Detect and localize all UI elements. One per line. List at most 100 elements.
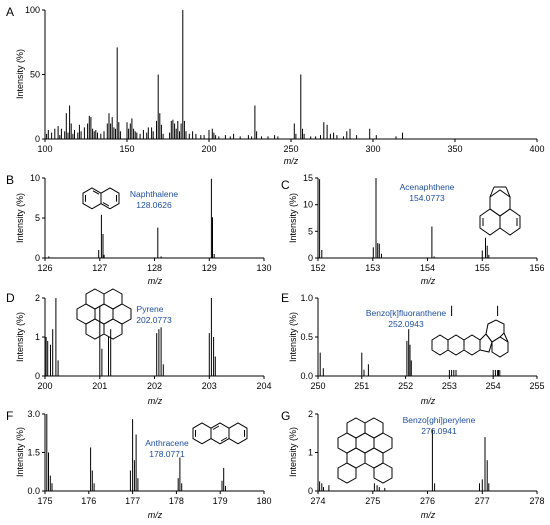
y-ticks: 0 5 10 15 xyxy=(303,173,318,263)
x-tick-label: 180 xyxy=(256,496,271,506)
x-tick-label: 204 xyxy=(256,381,271,391)
x-ticks: 126 127 128 129 130 xyxy=(37,258,272,273)
x-tick-label: 129 xyxy=(202,263,217,273)
panel-label: D xyxy=(6,291,15,305)
panel-d: D 012 200 201 202 203 204 Intensity (%) m/z … xyxy=(6,288,272,406)
x-axis-label: m/z xyxy=(148,276,163,286)
x-tick-label: 275 xyxy=(365,496,380,506)
acenaphthene-structure xyxy=(479,186,521,236)
peaks xyxy=(45,298,216,376)
y-tick-label: 100 xyxy=(25,5,40,15)
y-axis-label: Intensity (%) xyxy=(15,193,25,243)
y-tick-label: 0.5 xyxy=(300,332,313,342)
peaks xyxy=(46,10,403,139)
compound-name: Anthracene xyxy=(145,438,189,448)
x-tick-label: 203 xyxy=(202,381,217,391)
y-tick-label: 0 xyxy=(35,253,40,263)
panel-e: E 0.0 0.5 1.0 250 251 252 253 254 255 Intensity… xyxy=(281,291,545,406)
panel-label: C xyxy=(281,178,290,192)
naphthalene-structure xyxy=(82,187,120,210)
x-tick-label: 155 xyxy=(475,263,490,273)
peaks xyxy=(319,178,490,258)
x-tick-label: 276 xyxy=(420,496,435,506)
y-ticks: 0 50 100 xyxy=(25,5,45,144)
compound-name: Pyrene xyxy=(137,304,164,314)
y-tick-label: 0 xyxy=(308,253,313,263)
panel-label: G xyxy=(281,409,290,423)
panel-g: G 012 274 275 276 277 278 Intensity (%) m/z … xyxy=(281,409,545,520)
x-tick-label: 255 xyxy=(529,381,544,391)
compound-mass: 128.0626 xyxy=(136,200,172,210)
x-tick-label: 175 xyxy=(37,496,52,506)
compound-name: Benzo[ghi]perylene xyxy=(403,415,476,425)
x-axis-label: m/z xyxy=(284,156,299,166)
x-axis-label: m/z xyxy=(421,276,436,286)
x-tick-label: 252 xyxy=(398,381,413,391)
compound-mass: 252.0943 xyxy=(388,319,424,329)
panel-label: F xyxy=(6,409,13,423)
compound-mass: 154.0773 xyxy=(409,193,445,203)
x-axis-label: m/z xyxy=(148,510,163,520)
x-axis-label: m/z xyxy=(421,510,436,520)
y-tick-label: 0 xyxy=(35,371,40,381)
x-tick-label: 250 xyxy=(283,144,298,154)
y-tick-label: 1.5 xyxy=(27,448,40,458)
x-ticks: 100 150 200 250 300 350 400 xyxy=(37,139,545,154)
x-axis-label: m/z xyxy=(148,396,163,406)
x-tick-label: 130 xyxy=(256,263,271,273)
x-tick-label: 253 xyxy=(442,381,457,391)
y-tick-label: 15 xyxy=(303,173,313,183)
y-axis-label: Intensity (%) xyxy=(15,49,25,99)
y-axis-label: Intensity (%) xyxy=(288,193,298,243)
y-tick-label: 2 xyxy=(35,293,40,303)
y-tick-label: 5 xyxy=(35,213,40,223)
x-tick-label: 251 xyxy=(354,381,369,391)
y-tick-label: 0 xyxy=(308,486,313,496)
anthracene-structure xyxy=(192,422,248,445)
panel-b: B 0 5 10 126 127 128 129 130 Intensity (%) m/z… xyxy=(6,173,272,286)
pyrene-structure xyxy=(76,288,132,340)
y-tick-label: 10 xyxy=(30,173,40,183)
y-ticks: 0.0 0.5 1.0 xyxy=(300,293,318,381)
x-tick-label: 179 xyxy=(213,496,228,506)
benzo-k-fluoranthene-structure xyxy=(430,316,520,370)
x-tick-label: 200 xyxy=(201,144,216,154)
panel-label: B xyxy=(6,173,14,187)
x-tick-label: 154 xyxy=(420,263,435,273)
y-tick-label: 1 xyxy=(308,448,313,458)
x-tick-label: 152 xyxy=(310,263,325,273)
compound-mass: 276.0941 xyxy=(421,426,457,436)
peaks xyxy=(48,178,215,258)
x-tick-label: 400 xyxy=(529,144,544,154)
panel-label: E xyxy=(281,291,289,305)
y-ticks: 0 1 2 xyxy=(35,293,45,381)
x-tick-label: 178 xyxy=(169,496,184,506)
x-ticks: 250 251 252 253 254 255 xyxy=(310,376,545,391)
x-tick-label: 150 xyxy=(119,144,134,154)
x-tick-label: 254 xyxy=(486,381,501,391)
x-tick-label: 300 xyxy=(365,144,380,154)
x-tick-label: 127 xyxy=(92,263,107,273)
y-tick-label: 0.0 xyxy=(27,486,40,496)
y-tick-label: 1 xyxy=(35,332,40,342)
compound-name: Acenaphthene xyxy=(400,182,455,192)
x-tick-label: 153 xyxy=(365,263,380,273)
panel-label: A xyxy=(6,5,14,19)
y-axis-label: Intensity (%) xyxy=(15,312,25,362)
x-tick-label: 274 xyxy=(310,496,325,506)
peaks xyxy=(319,429,490,491)
x-ticks: 274 275 276 277 278 xyxy=(310,491,545,506)
y-tick-label: 50 xyxy=(30,70,40,80)
panel-f: F 0.0 1.5 3.0 175 176 177 178 179 180 Intensity… xyxy=(6,409,272,520)
x-tick-label: 176 xyxy=(81,496,96,506)
x-axis-label: m/z xyxy=(421,396,436,406)
y-tick-label: 3.0 xyxy=(27,409,40,419)
x-tick-label: 202 xyxy=(147,381,162,391)
x-ticks: 200 201 202 203 204 xyxy=(37,376,272,391)
y-axis-label: Intensity (%) xyxy=(288,312,298,362)
y-tick-label: 5 xyxy=(308,226,313,236)
x-tick-label: 278 xyxy=(529,496,544,506)
compound-name: Naphthalene xyxy=(130,189,178,199)
x-tick-label: 126 xyxy=(37,263,52,273)
x-tick-label: 128 xyxy=(147,263,162,273)
